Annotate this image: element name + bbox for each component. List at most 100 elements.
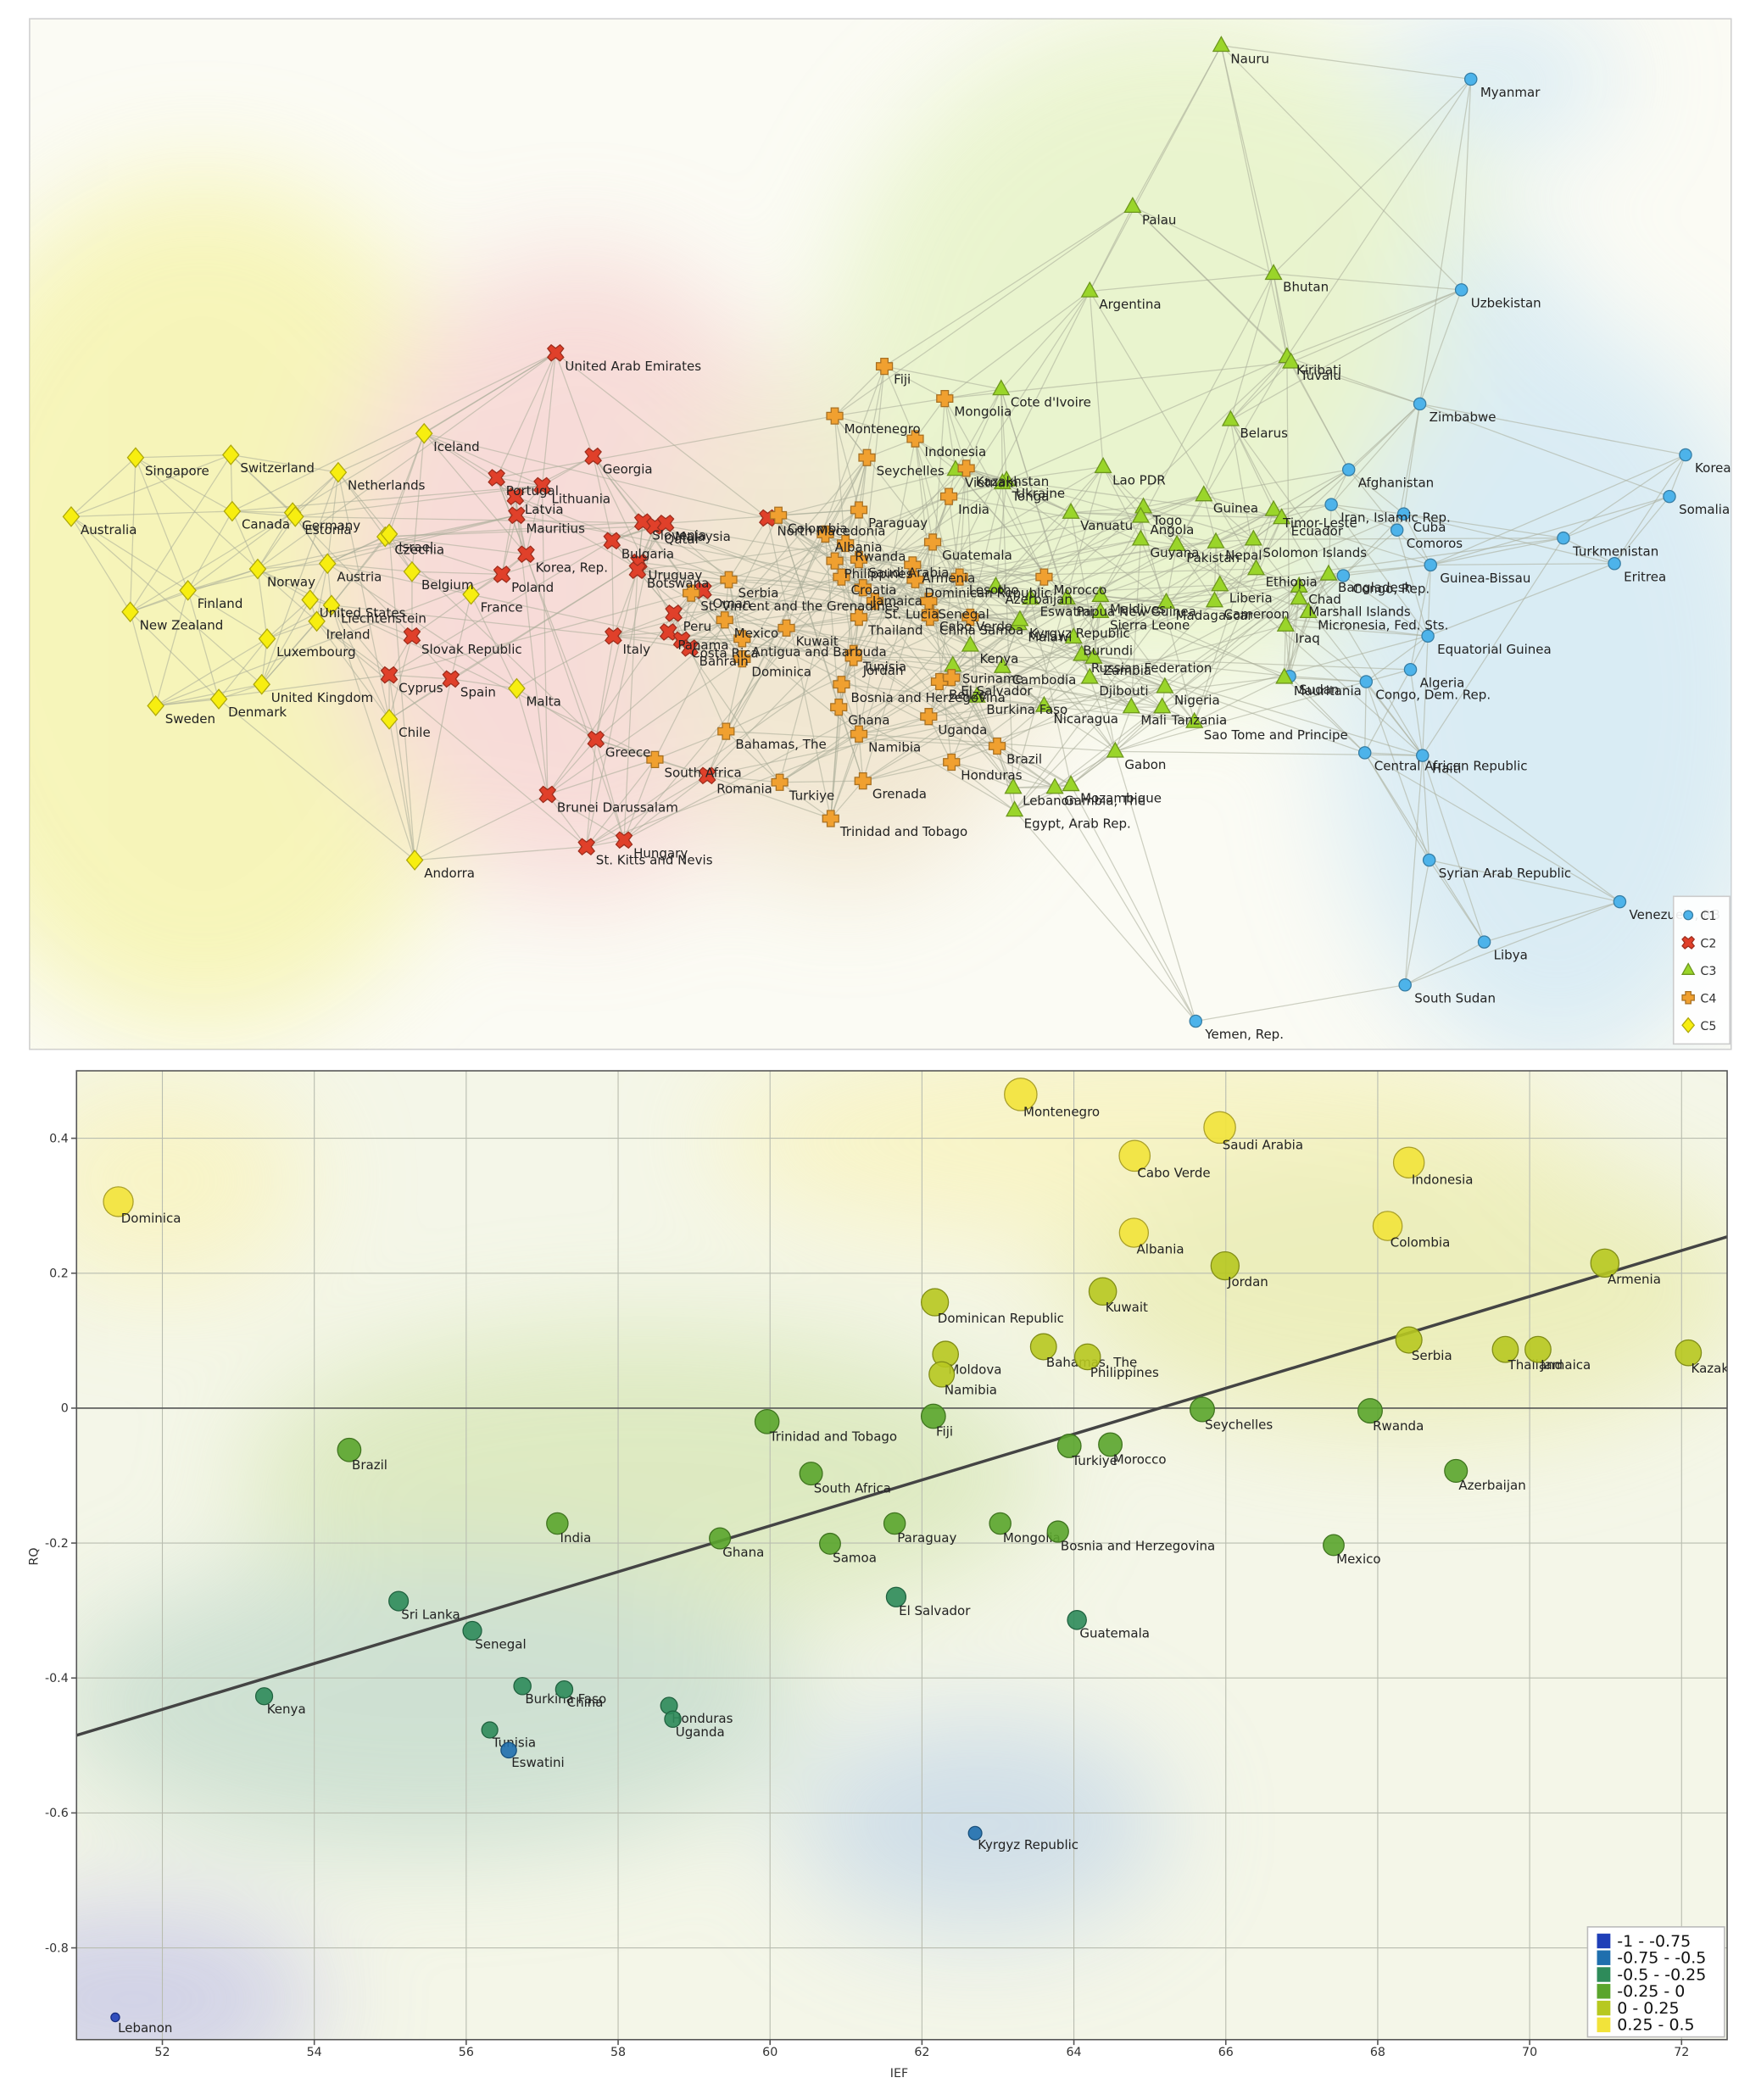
edge [1409, 669, 1424, 756]
edge [725, 658, 743, 732]
edge [623, 775, 708, 841]
edge [638, 561, 929, 602]
node [1034, 695, 1053, 712]
edge [1090, 273, 1274, 292]
point-label: Rwanda [1373, 1418, 1424, 1434]
node [1398, 978, 1412, 992]
node [1319, 564, 1338, 581]
node [538, 785, 557, 804]
edge [337, 471, 386, 538]
edge [327, 563, 413, 572]
node [301, 589, 319, 610]
edge [673, 600, 929, 614]
point-label: Turkiye [1071, 1453, 1117, 1468]
node [380, 708, 398, 730]
node [605, 627, 622, 645]
legend-marker [1681, 1017, 1696, 1033]
point [1590, 1248, 1620, 1278]
edge [1273, 273, 1462, 291]
edge [1422, 755, 1430, 861]
plot-frame [75, 1070, 1728, 2041]
edge [1613, 496, 1670, 565]
node [1454, 283, 1469, 297]
node-label: Australia [81, 522, 137, 538]
x-tick-label: 72 [1674, 2046, 1689, 2059]
edge [858, 576, 1045, 618]
edge [411, 571, 471, 595]
edge [1043, 512, 1072, 577]
node [921, 608, 939, 627]
edge [187, 510, 233, 591]
edge [516, 688, 597, 740]
node-label: South Sudan [1414, 990, 1496, 1005]
edge [724, 619, 1056, 788]
node-label: Morocco [1054, 582, 1107, 598]
node [1341, 463, 1356, 476]
edge [1006, 466, 1104, 482]
node-label: Fiji [894, 372, 911, 387]
point [1029, 1333, 1057, 1361]
edge [611, 540, 614, 637]
node [628, 561, 647, 580]
node-label: Gabon [1124, 757, 1166, 772]
node-label: Nigeria [1174, 693, 1220, 708]
node-label: Namibia [868, 739, 921, 755]
edge [411, 635, 452, 680]
edge [1215, 517, 1282, 543]
node [488, 469, 505, 487]
edge [187, 589, 268, 639]
node [1123, 196, 1142, 214]
edge [915, 579, 971, 618]
edge [858, 716, 929, 735]
node [1022, 588, 1040, 605]
node-label: Iceland [433, 439, 479, 454]
edge [135, 457, 233, 512]
edge [623, 570, 638, 840]
node [826, 407, 844, 425]
edge [1044, 576, 1101, 597]
node-label: Ireland [326, 627, 371, 642]
point [462, 1620, 482, 1641]
node [380, 666, 398, 684]
node [858, 448, 876, 466]
node [1244, 529, 1262, 546]
edge [727, 579, 743, 639]
edge [593, 455, 613, 541]
edge [155, 674, 390, 707]
edge [950, 761, 1014, 788]
node-label: Tunisia [862, 659, 906, 674]
edge [1396, 529, 1431, 565]
node-label: Panama [677, 638, 728, 653]
node [1264, 499, 1283, 516]
edge [1286, 356, 1420, 405]
edge [1143, 494, 1204, 508]
node-label: Zimbabwe [1430, 409, 1496, 425]
edge [496, 415, 835, 479]
point [928, 1361, 956, 1388]
node [1336, 569, 1351, 582]
node [816, 525, 834, 543]
edge [862, 761, 952, 782]
x-tick-label: 68 [1370, 2046, 1385, 2059]
edge [294, 471, 339, 517]
edge [1290, 289, 1462, 363]
node-label: Iraq [1295, 631, 1319, 646]
edge [830, 780, 864, 819]
node-label: Portugal [506, 483, 559, 499]
edge [1102, 466, 1144, 508]
edge [1285, 624, 1429, 637]
edge [1427, 565, 1431, 637]
edge [331, 604, 390, 676]
node [854, 772, 872, 790]
node-label: Marshall Islands [1308, 604, 1411, 619]
node [665, 604, 683, 622]
node-label: Nauru [1230, 51, 1269, 66]
node [1205, 591, 1224, 608]
node [1273, 508, 1291, 525]
node-label: Bulgaria [621, 546, 674, 561]
node-label: Guatemala [942, 548, 1012, 563]
edge [928, 619, 1021, 717]
point [989, 1512, 1012, 1535]
node-label: Hungary [633, 845, 688, 861]
